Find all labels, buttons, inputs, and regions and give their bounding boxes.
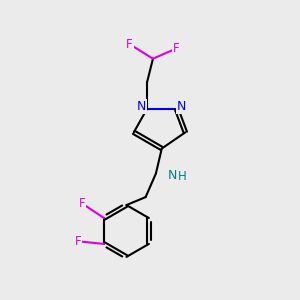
Text: F: F [173, 42, 180, 55]
Text: F: F [126, 38, 133, 50]
Text: N: N [167, 169, 177, 182]
Text: F: F [74, 235, 81, 248]
Text: N: N [137, 100, 146, 113]
Text: H: H [178, 170, 187, 183]
Text: F: F [79, 197, 86, 210]
Text: N: N [176, 100, 186, 113]
